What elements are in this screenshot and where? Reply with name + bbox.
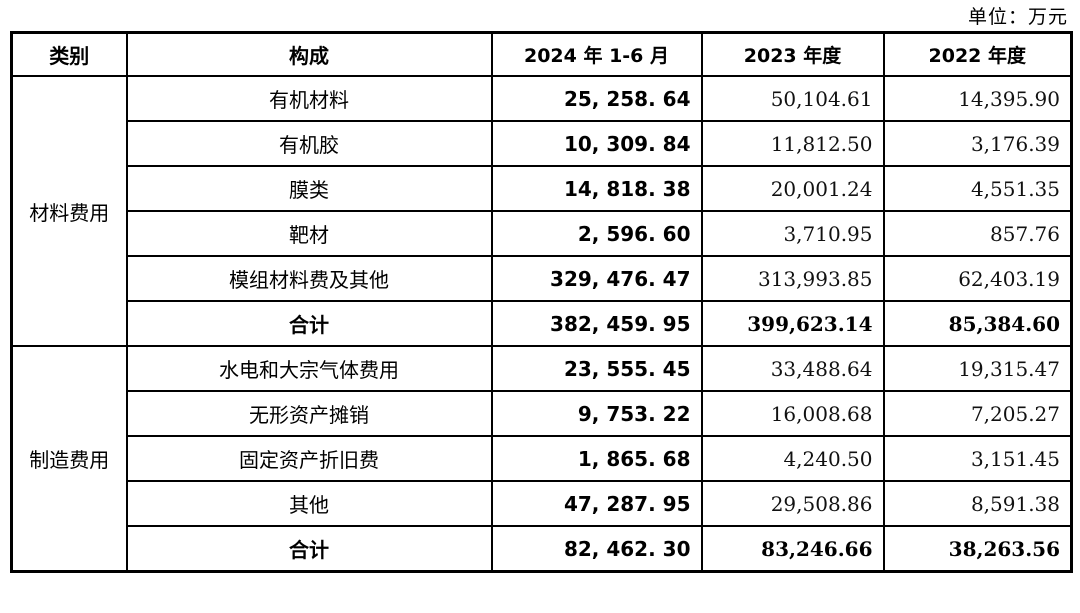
- value-2024: 14, 818. 38: [490, 165, 703, 212]
- value-2023: 4,240.50: [700, 435, 885, 482]
- value-2023: 50,104.61: [700, 75, 885, 122]
- value-2023: 11,812.50: [700, 120, 885, 167]
- value-2023: 33,488.64: [700, 345, 885, 392]
- value-2022: 8,591.38: [882, 480, 1073, 527]
- value-2022: 62,403.19: [882, 255, 1073, 302]
- row-label: 合计: [125, 525, 493, 573]
- col-header-2023: 2023 年度: [700, 31, 885, 77]
- col-header-composition: 构成: [125, 31, 493, 77]
- row-label: 模组材料费及其他: [125, 255, 493, 302]
- value-2023: 83,246.66: [700, 525, 885, 573]
- table-row: 制造费用 水电和大宗气体费用 23, 555. 45 33,488.64 19,…: [10, 345, 1073, 573]
- table-row: 膜类 14, 818. 38 20,001.24 4,551.35: [12, 165, 1073, 212]
- table-row: 有机胶 10, 309. 84 11,812.50 3,176.39: [12, 120, 1073, 167]
- row-label: 固定资产折旧费: [125, 435, 493, 482]
- value-2024: 9, 753. 22: [490, 390, 703, 437]
- table-row: 固定资产折旧费 1, 865. 68 4,240.50 3,151.45: [12, 435, 1073, 482]
- table-row: 无形资产摊销 9, 753. 22 16,008.68 7,205.27: [12, 390, 1073, 437]
- value-2022: 14,395.90: [882, 75, 1073, 122]
- row-label: 膜类: [125, 165, 493, 212]
- table-row: 材料费用 有机材料 25, 258. 64 50,104.61 14,395.9…: [10, 75, 1073, 347]
- row-label: 有机胶: [125, 120, 493, 167]
- row-label: 无形资产摊销: [125, 390, 493, 437]
- value-2024: 329, 476. 47: [490, 255, 703, 302]
- value-2023: 16,008.68: [700, 390, 885, 437]
- cost-breakdown-table: 类别 构成 2024 年 1-6 月 2023 年度 2022 年度 材料费用 …: [10, 31, 1073, 573]
- manufacturing-total-row: 合计 82, 462. 30 83,246.66 38,263.56: [12, 525, 1073, 573]
- row-label: 合计: [125, 300, 493, 347]
- value-2022: 38,263.56: [882, 525, 1073, 573]
- value-2023: 313,993.85: [700, 255, 885, 302]
- value-2022: 4,551.35: [882, 165, 1073, 212]
- col-header-2024: 2024 年 1-6 月: [490, 31, 703, 77]
- value-2022: 7,205.27: [882, 390, 1073, 437]
- row-label: 靶材: [125, 210, 493, 257]
- value-2022: 857.76: [882, 210, 1073, 257]
- value-2022: 3,176.39: [882, 120, 1073, 167]
- category-cell-manufacturing: 制造费用: [10, 345, 128, 573]
- header-row: 类别 构成 2024 年 1-6 月 2023 年度 2022 年度: [10, 31, 1073, 77]
- value-2023: 20,001.24: [700, 165, 885, 212]
- row-label: 有机材料: [125, 75, 493, 122]
- value-2024: 82, 462. 30: [490, 525, 703, 573]
- value-2023: 29,508.86: [700, 480, 885, 527]
- unit-label: 单位：万元: [967, 6, 1068, 28]
- col-header-category: 类别: [10, 31, 128, 77]
- category-cell-materials: 材料费用: [10, 75, 128, 347]
- materials-total-row: 合计 382, 459. 95 399,623.14 85,384.60: [12, 300, 1073, 347]
- value-2024: 10, 309. 84: [490, 120, 703, 167]
- value-2024: 382, 459. 95: [490, 300, 703, 347]
- value-2023: 399,623.14: [700, 300, 885, 347]
- value-2024: 47, 287. 95: [490, 480, 703, 527]
- value-2022: 85,384.60: [882, 300, 1073, 347]
- value-2024: 1, 865. 68: [490, 435, 703, 482]
- value-2023: 3,710.95: [700, 210, 885, 257]
- row-label: 水电和大宗气体费用: [125, 345, 493, 392]
- row-label: 其他: [125, 480, 493, 527]
- value-2024: 25, 258. 64: [490, 75, 703, 122]
- value-2024: 2, 596. 60: [490, 210, 703, 257]
- value-2022: 19,315.47: [882, 345, 1073, 392]
- col-header-2022: 2022 年度: [882, 31, 1073, 77]
- table-row: 其他 47, 287. 95 29,508.86 8,591.38: [12, 480, 1073, 527]
- table-row: 模组材料费及其他 329, 476. 47 313,993.85 62,403.…: [12, 255, 1073, 302]
- value-2022: 3,151.45: [882, 435, 1073, 482]
- value-2024: 23, 555. 45: [490, 345, 703, 392]
- table-row: 靶材 2, 596. 60 3,710.95 857.76: [12, 210, 1073, 257]
